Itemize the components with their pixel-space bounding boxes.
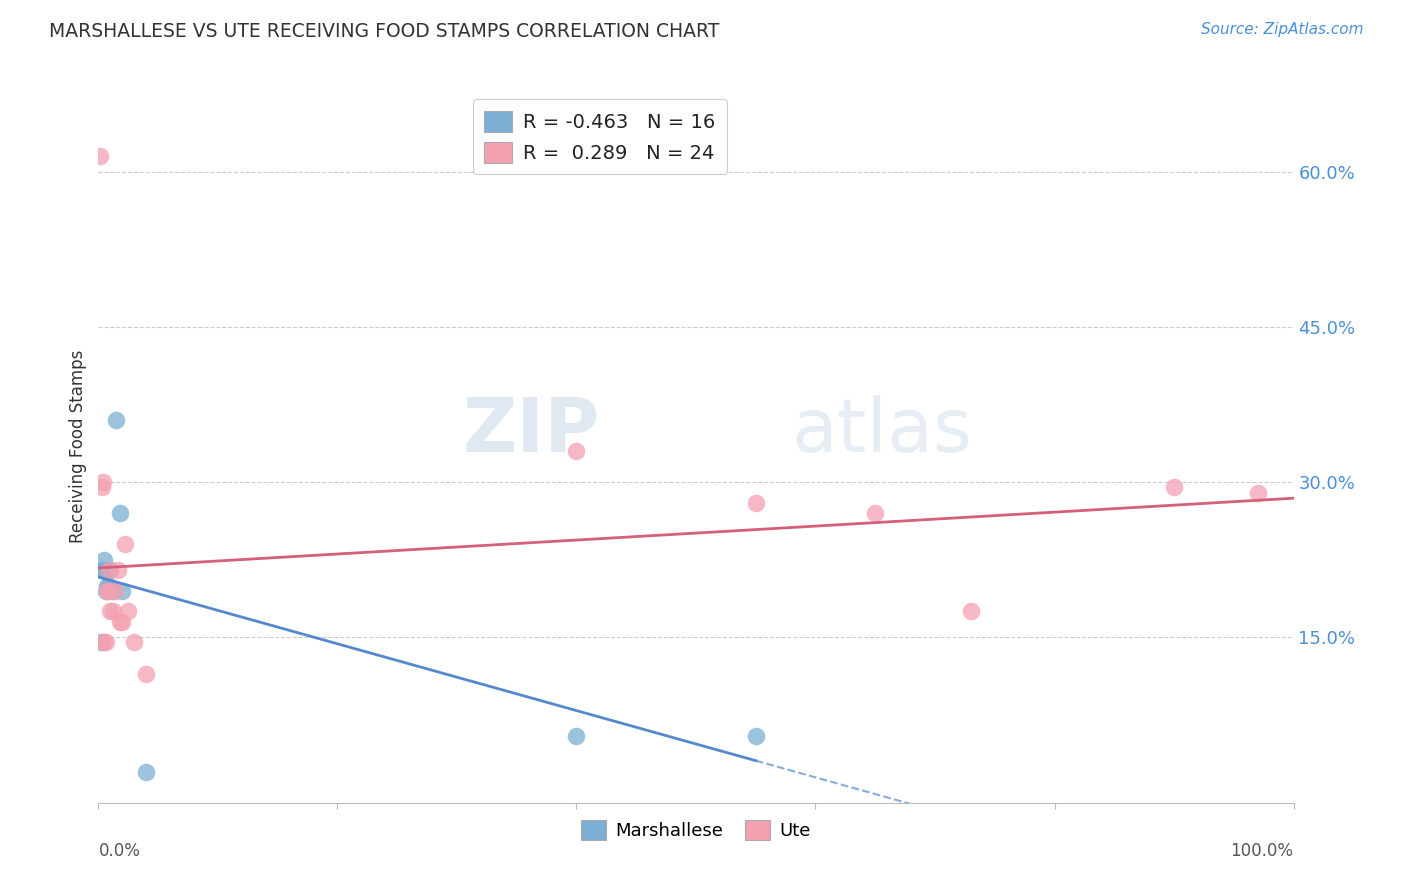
Point bbox=[96, 579, 118, 593]
Point bbox=[91, 563, 114, 577]
Point bbox=[565, 729, 588, 743]
Point bbox=[745, 496, 768, 510]
Point bbox=[98, 579, 121, 593]
Point bbox=[117, 605, 139, 619]
Point bbox=[1247, 485, 1270, 500]
Point bbox=[135, 764, 157, 779]
Point bbox=[111, 615, 134, 629]
Y-axis label: Receiving Food Stamps: Receiving Food Stamps bbox=[69, 350, 87, 542]
Point bbox=[101, 605, 124, 619]
Point bbox=[93, 553, 115, 567]
Point bbox=[101, 583, 124, 598]
Point bbox=[960, 605, 983, 619]
Point bbox=[1163, 480, 1185, 494]
Point bbox=[91, 480, 114, 494]
Point bbox=[91, 563, 114, 577]
Point bbox=[98, 563, 121, 577]
Point bbox=[105, 413, 128, 427]
Point bbox=[865, 506, 887, 520]
Point bbox=[89, 149, 111, 163]
Text: 0.0%: 0.0% bbox=[98, 842, 141, 860]
Point bbox=[90, 635, 112, 649]
Legend: Marshallese, Ute: Marshallese, Ute bbox=[574, 813, 818, 847]
Point bbox=[97, 583, 120, 598]
Text: ZIP: ZIP bbox=[463, 395, 600, 468]
Point bbox=[135, 666, 157, 681]
Point bbox=[114, 537, 136, 551]
Text: Source: ZipAtlas.com: Source: ZipAtlas.com bbox=[1201, 22, 1364, 37]
Text: 100.0%: 100.0% bbox=[1230, 842, 1294, 860]
Text: atlas: atlas bbox=[792, 395, 973, 468]
Point bbox=[96, 583, 118, 598]
Point bbox=[94, 583, 117, 598]
Text: MARSHALLESE VS UTE RECEIVING FOOD STAMPS CORRELATION CHART: MARSHALLESE VS UTE RECEIVING FOOD STAMPS… bbox=[49, 22, 720, 41]
Point bbox=[98, 563, 122, 577]
Point bbox=[104, 583, 127, 598]
Point bbox=[107, 563, 129, 577]
Point bbox=[97, 563, 120, 577]
Point bbox=[745, 729, 768, 743]
Point bbox=[111, 583, 134, 598]
Point bbox=[108, 615, 131, 629]
Point bbox=[124, 635, 146, 649]
Point bbox=[108, 506, 131, 520]
Point bbox=[565, 444, 588, 458]
Point bbox=[98, 605, 122, 619]
Point bbox=[91, 475, 114, 490]
Point bbox=[94, 635, 117, 649]
Point bbox=[93, 635, 115, 649]
